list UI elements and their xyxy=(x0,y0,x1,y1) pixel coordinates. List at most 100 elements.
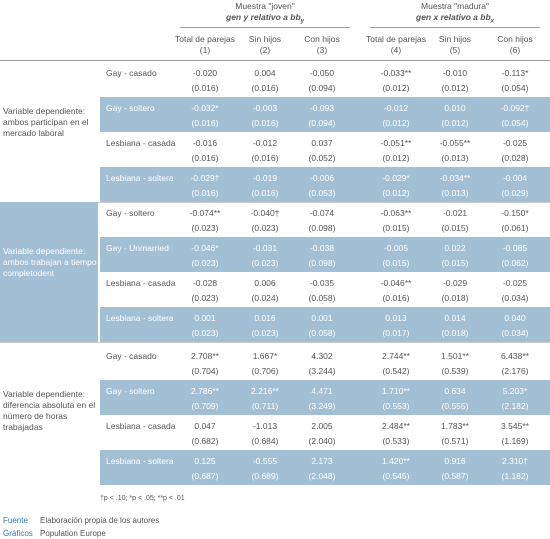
coefficient: -0.038 xyxy=(309,243,335,253)
coefficient: -0.040† xyxy=(250,208,280,218)
coefficient: 0.040 xyxy=(504,313,526,323)
coefficient: 6.438** xyxy=(501,351,529,361)
coefficient: -0.031 xyxy=(252,243,278,253)
coefficient: 2.786** xyxy=(191,386,219,396)
coefficient: -0.025 xyxy=(502,138,528,148)
coefficient: 2.484** xyxy=(382,421,410,431)
coefficient: -0.093 xyxy=(309,103,335,113)
section-label: Variable dependiente: ambos participan e… xyxy=(3,106,89,138)
std-error: (0.012) xyxy=(382,118,410,128)
std-error: (2.176) xyxy=(501,366,529,376)
coefficient: 2.310† xyxy=(502,456,528,466)
std-error: (0.012) xyxy=(441,83,469,93)
column-number: (4) xyxy=(390,45,402,55)
std-error: (0.015) xyxy=(441,223,469,233)
std-error: (0.684) xyxy=(251,436,279,446)
footnote: †p < .10; *p < .05; **p < .01 xyxy=(100,495,185,502)
coefficient: 2.005 xyxy=(311,421,333,431)
std-error: (0.058) xyxy=(308,293,336,303)
std-error: (0.016) xyxy=(191,118,219,128)
group-title: Muestra "madura" xyxy=(421,1,489,11)
header-rule xyxy=(0,60,550,61)
row-band xyxy=(100,237,550,272)
subtitle-text: gen y relativo a bb xyxy=(226,12,301,22)
coefficient: 1.667* xyxy=(252,351,278,361)
coefficient: -0.074 xyxy=(309,208,335,218)
row-label: Gay - soltero xyxy=(106,208,155,218)
std-error: (0.016) xyxy=(191,83,219,93)
std-error: (0.018) xyxy=(441,293,469,303)
std-error: (1.182) xyxy=(501,471,529,481)
coefficient: -0.012 xyxy=(383,103,409,113)
coefficient: -0.029 xyxy=(442,278,468,288)
std-error: (0.016) xyxy=(251,153,279,163)
std-error: (0.012) xyxy=(382,83,410,93)
row-band xyxy=(100,307,550,342)
std-error: (0.094) xyxy=(308,83,336,93)
column-name: Con hijos xyxy=(304,34,340,44)
row-label: Lesbiana - soltera xyxy=(106,313,174,323)
std-error: (0.061) xyxy=(501,223,529,233)
std-error: (0.012) xyxy=(382,188,410,198)
std-error: (0.709) xyxy=(191,401,219,411)
subtitle-text: gen x relativo a bb xyxy=(416,12,491,22)
coefficient: 0.047 xyxy=(194,421,216,431)
std-error: (0.023) xyxy=(251,258,279,268)
std-error: (0.053) xyxy=(308,188,336,198)
coefficient: 1.783** xyxy=(441,421,469,431)
coefficient: -0.019 xyxy=(252,173,278,183)
coefficient: 0.634 xyxy=(444,386,466,396)
group-subtitle: gen x relativo a bbx xyxy=(416,12,494,28)
section-rule xyxy=(0,202,550,203)
section-label: Variable dependiente: ambos trabajan a t… xyxy=(3,246,97,278)
coefficient: 2.744** xyxy=(382,351,410,361)
std-error: (0.016) xyxy=(191,153,219,163)
section-label: Variable dependiente: diferencia absolut… xyxy=(3,389,96,432)
coefficient: 0.016 xyxy=(254,313,276,323)
std-error: (0.015) xyxy=(382,258,410,268)
coefficient: -0.033** xyxy=(380,68,412,78)
coefficient: 3.545** xyxy=(501,421,529,431)
section-band xyxy=(0,202,98,342)
std-error: (0.689) xyxy=(251,471,279,481)
coefficient: -0.035 xyxy=(309,278,335,288)
std-error: (0.018) xyxy=(441,328,469,338)
coefficient: 1.501** xyxy=(441,351,469,361)
column-number: (3) xyxy=(316,45,328,55)
std-error: (0.704) xyxy=(191,366,219,376)
std-error: (0.098) xyxy=(308,223,336,233)
std-error: (0.017) xyxy=(382,328,410,338)
std-error: (0.545) xyxy=(382,471,410,481)
std-error: (0.013) xyxy=(441,188,469,198)
row-label: Gay - Unmarried xyxy=(106,243,169,253)
std-error: (0.016) xyxy=(251,118,279,128)
column-number: (6) xyxy=(509,45,521,55)
row-band xyxy=(100,167,550,202)
std-error: (0.016) xyxy=(251,83,279,93)
std-error: (0.058) xyxy=(308,328,336,338)
std-error: (0.706) xyxy=(251,366,279,376)
column-number: (1) xyxy=(199,45,211,55)
row-band xyxy=(100,450,550,485)
std-error: (0.015) xyxy=(441,258,469,268)
row-label: Gay - soltero xyxy=(106,386,155,396)
group-rule xyxy=(370,27,540,28)
row-label: Lesbiana - casada xyxy=(106,421,176,431)
row-label: Gay - casado xyxy=(106,68,157,78)
std-error: (0.062) xyxy=(501,258,529,268)
std-error: (0.711) xyxy=(251,401,279,411)
coefficient: 0.006 xyxy=(254,278,276,288)
column-name: Sin hijos xyxy=(438,34,472,44)
coefficient: 2.708** xyxy=(191,351,219,361)
std-error: (3.244) xyxy=(308,366,336,376)
std-error: (3.249) xyxy=(308,401,336,411)
coefficient: -0.021 xyxy=(442,208,468,218)
coefficient: -0.046** xyxy=(380,278,412,288)
coefficient: -1.013 xyxy=(252,421,278,431)
coefficient: 4.302 xyxy=(311,351,333,361)
coefficient: -0.028 xyxy=(192,278,218,288)
coefficient: -0.074** xyxy=(189,208,221,218)
section-rule xyxy=(0,342,550,343)
std-error: (1.169) xyxy=(501,436,529,446)
std-error: (0.533) xyxy=(382,436,410,446)
